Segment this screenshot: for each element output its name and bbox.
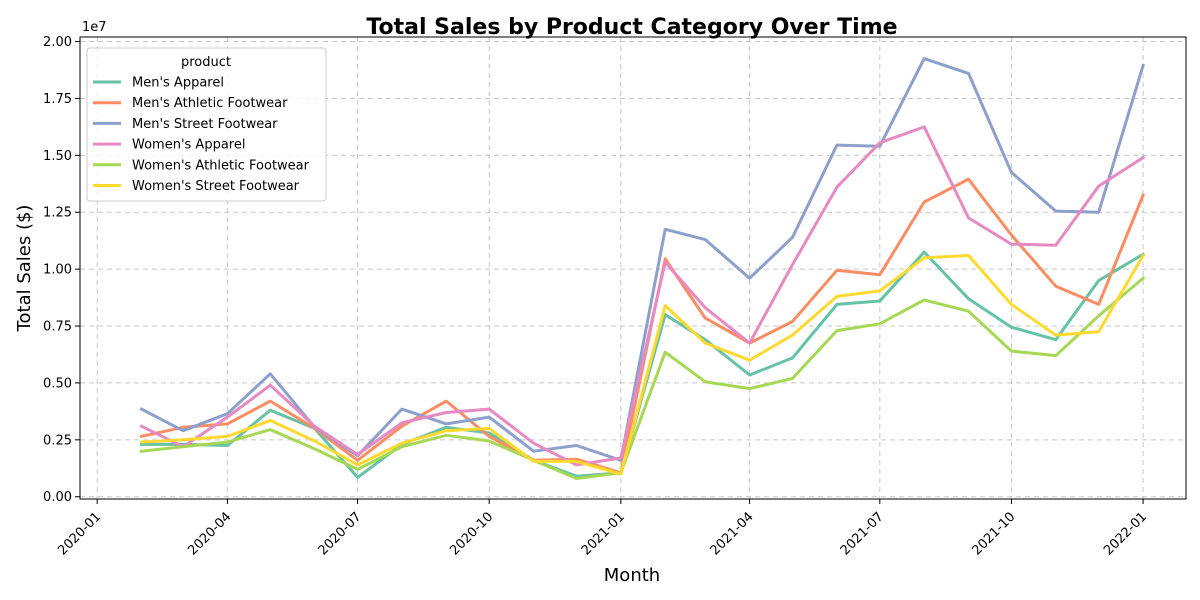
- chart-title: Total Sales by Product Category Over Tim…: [366, 15, 897, 40]
- plot-frame: [79, 36, 1187, 500]
- series-line-3: [139, 125, 1146, 467]
- y-tick-label: 2.00: [43, 35, 72, 50]
- legend-label-0: Men's Apparel: [132, 76, 224, 91]
- y-tick-label: 1.00: [43, 263, 72, 278]
- legend-label-3: Women's Apparel: [132, 138, 245, 153]
- y-axis-label: Total Sales ($): [14, 205, 35, 333]
- y-tick-label: 1.75: [43, 92, 72, 107]
- y-tick-label: 1.25: [43, 206, 72, 221]
- legend-label-1: Men's Athletic Footwear: [132, 96, 288, 111]
- series-line-5: [139, 253, 1146, 476]
- legend-label-4: Women's Athletic Footwear: [132, 158, 310, 173]
- grid: [80, 37, 1186, 499]
- legend-label-5: Women's Street Footwear: [132, 179, 300, 194]
- legend-title: product: [181, 55, 231, 70]
- y-tick-label: 0.75: [43, 320, 72, 335]
- y-tick-label: 0.50: [43, 376, 72, 391]
- legend: product Men's Apparel Men's Athletic Foot…: [86, 47, 327, 202]
- y-tick-label: 0.00: [43, 490, 72, 505]
- legend-box: [86, 47, 327, 202]
- series-line-4: [139, 276, 1146, 480]
- series-lines: [139, 57, 1146, 480]
- legend-label-2: Men's Street Footwear: [132, 117, 278, 132]
- y-tick-label: 0.25: [43, 433, 72, 448]
- y-axis-ticks: 0.00 0.25 0.50 0.75 1.00 1.25 1.50 1.75 2.00: [43, 35, 80, 505]
- y-offset-label: 1e7: [82, 20, 107, 35]
- x-axis-label: Month: [604, 565, 660, 586]
- y-tick-label: 1.50: [43, 149, 72, 164]
